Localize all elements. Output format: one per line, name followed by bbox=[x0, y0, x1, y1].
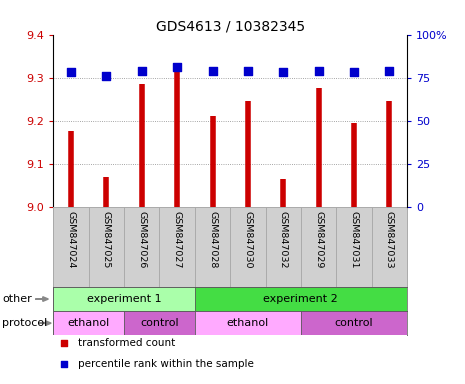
Text: GSM847028: GSM847028 bbox=[208, 211, 217, 268]
Point bbox=[67, 70, 75, 76]
Bar bbox=[53, 287, 195, 311]
Text: ethanol: ethanol bbox=[227, 318, 269, 328]
Text: transformed count: transformed count bbox=[78, 338, 175, 348]
Bar bbox=[53, 311, 124, 335]
Text: GSM847026: GSM847026 bbox=[137, 211, 146, 268]
Text: GSM847031: GSM847031 bbox=[349, 211, 359, 268]
Point bbox=[138, 68, 146, 74]
Point bbox=[315, 68, 322, 74]
Text: GSM847024: GSM847024 bbox=[66, 211, 76, 268]
Text: protocol: protocol bbox=[2, 318, 47, 328]
Bar bbox=[124, 311, 195, 335]
Point bbox=[385, 68, 393, 74]
Text: control: control bbox=[334, 318, 373, 328]
Point bbox=[60, 361, 68, 367]
Text: experiment 2: experiment 2 bbox=[264, 294, 338, 304]
Text: percentile rank within the sample: percentile rank within the sample bbox=[78, 359, 254, 369]
Point bbox=[103, 73, 110, 79]
Point bbox=[173, 64, 181, 70]
Bar bbox=[195, 311, 301, 335]
Text: GSM847030: GSM847030 bbox=[243, 211, 252, 268]
Point bbox=[209, 68, 216, 74]
Point bbox=[279, 70, 287, 76]
Text: GSM847025: GSM847025 bbox=[102, 211, 111, 268]
Text: control: control bbox=[140, 318, 179, 328]
Text: GSM847029: GSM847029 bbox=[314, 211, 323, 268]
Text: ethanol: ethanol bbox=[68, 318, 110, 328]
Text: other: other bbox=[2, 294, 32, 304]
Bar bbox=[301, 311, 407, 335]
Text: GSM847032: GSM847032 bbox=[279, 211, 288, 268]
Point bbox=[350, 70, 358, 76]
Point bbox=[244, 68, 252, 74]
Bar bbox=[195, 287, 407, 311]
Point bbox=[60, 340, 68, 346]
Text: experiment 1: experiment 1 bbox=[87, 294, 161, 304]
Title: GDS4613 / 10382345: GDS4613 / 10382345 bbox=[156, 20, 305, 33]
Text: GSM847027: GSM847027 bbox=[173, 211, 182, 268]
Text: GSM847033: GSM847033 bbox=[385, 211, 394, 268]
